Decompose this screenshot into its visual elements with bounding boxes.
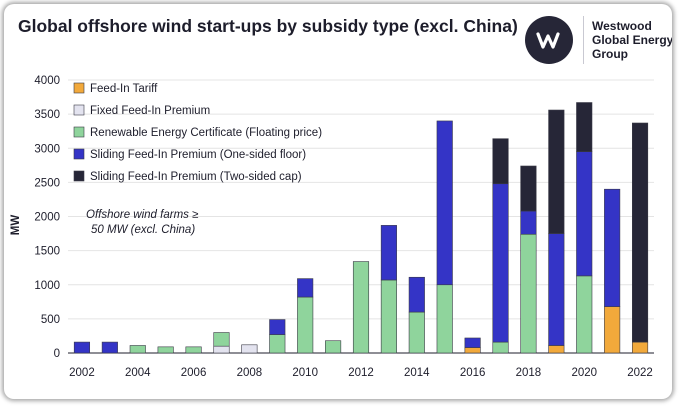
bar-segment	[380, 279, 397, 354]
logo-line-3: Group	[592, 47, 628, 61]
legend-label: Fixed Feed-In Premium	[90, 105, 210, 117]
bar-segment	[492, 341, 509, 354]
y-tick-label: 1000	[34, 280, 60, 292]
bar-segment	[241, 344, 258, 354]
bar-segment	[520, 210, 537, 235]
bar-segment	[380, 225, 397, 281]
bar-segment	[548, 233, 565, 346]
bar-segment	[548, 345, 565, 354]
w-mark-icon	[536, 32, 560, 49]
y-tick-label: 2000	[34, 212, 60, 224]
bar-segment	[631, 122, 649, 343]
legend-label: Sliding Feed-In Premium (One-sided floor…	[90, 149, 306, 161]
legend-swatch	[73, 82, 85, 94]
bar-segment	[436, 120, 453, 286]
bar-segment	[520, 233, 537, 354]
bar-segment	[213, 345, 230, 354]
bar-segment	[213, 332, 230, 347]
x-tick-label: 2002	[69, 367, 95, 379]
bar-segment	[576, 275, 593, 354]
y-axis-ticks: 0 500 1000 1500 2000 2500 3000 3500 4000	[34, 75, 60, 360]
legend-swatch	[73, 126, 85, 138]
chart-title: Global offshore wind start-ups by subsid…	[18, 16, 518, 36]
legend-label: Sliding Feed-In Premium (Two-sided cap)	[90, 171, 302, 183]
bar-segment	[464, 337, 481, 348]
y-tick-label: 1500	[34, 246, 60, 258]
x-tick-label: 2006	[181, 367, 207, 379]
bar-segment	[548, 109, 565, 234]
bar-segment	[325, 340, 342, 354]
logo-divider	[583, 16, 584, 64]
bars	[73, 102, 649, 354]
legend: Feed-In Tariff Fixed Feed-In Premium Renew…	[73, 82, 322, 183]
bar-segment	[604, 188, 621, 307]
bar-segment	[269, 334, 286, 354]
legend-label: Renewable Energy Certificate (Floating p…	[90, 127, 322, 139]
x-tick-label: 2004	[125, 367, 151, 379]
legend-swatch	[73, 170, 85, 182]
y-tick-label: 3500	[34, 109, 60, 121]
bar-segment	[604, 306, 621, 354]
bar-segment	[352, 261, 370, 354]
bar-segment	[576, 151, 593, 277]
chart-card: Global offshore wind start-ups by subsid…	[4, 4, 672, 399]
y-tick-label: 2500	[34, 177, 60, 189]
bar-segment	[185, 346, 202, 354]
y-tick-label: 0	[54, 348, 60, 360]
bar-segment	[408, 311, 425, 354]
y-tick-label: 500	[41, 314, 60, 326]
legend-swatch	[73, 148, 85, 160]
bar-segment	[73, 341, 91, 354]
y-tick-label: 3000	[34, 143, 60, 155]
bar-segment	[297, 296, 314, 354]
x-tick-label: 2018	[516, 367, 542, 379]
bar-segment	[297, 278, 314, 298]
westwood-logo	[525, 16, 573, 64]
y-tick-label: 4000	[34, 75, 60, 87]
bar-segment	[464, 347, 481, 354]
bar-segment	[492, 138, 509, 185]
legend-label: Feed-In Tariff	[90, 83, 158, 95]
x-tick-label: 2020	[571, 367, 597, 379]
x-tick-label: 2010	[292, 367, 318, 379]
bar-segment	[492, 183, 509, 343]
logo-text: Westwood Global Energy Group	[592, 19, 672, 61]
logo-line-1: Westwood	[592, 19, 652, 33]
x-tick-label: 2014	[404, 367, 430, 379]
x-tick-label: 2022	[627, 367, 653, 379]
bar-segment	[520, 165, 537, 212]
x-tick-label: 2016	[460, 367, 486, 379]
y-axis-label: MW	[10, 215, 22, 236]
bar-segment	[631, 341, 649, 354]
legend-swatch	[73, 104, 85, 116]
bar-segment	[408, 276, 425, 313]
x-axis-ticks: 2002 2004 2006 2008 2010 2012 2014 2016 2018 2020…	[69, 367, 653, 379]
bar-segment	[129, 345, 146, 354]
x-tick-label: 2012	[348, 367, 374, 379]
x-tick-label: 2008	[237, 367, 263, 379]
bar-segment	[576, 102, 593, 152]
bar-segment	[269, 319, 286, 335]
annotation-line-2: 50 MW (excl. China)	[91, 224, 195, 236]
bar-segment	[436, 284, 453, 354]
bar-segment	[157, 346, 174, 354]
annotation-line-1: Offshore wind farms ≥	[86, 209, 198, 221]
bar-segment	[101, 341, 118, 354]
logo-line-2: Global Energy	[592, 33, 672, 47]
